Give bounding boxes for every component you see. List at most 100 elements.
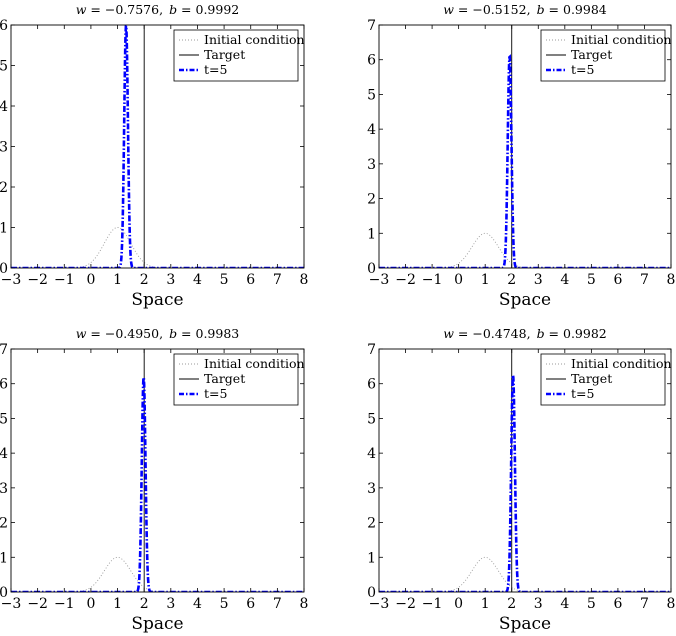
x-tick-label: −3 bbox=[369, 272, 390, 288]
x-axis-label: Space bbox=[131, 290, 183, 310]
legend-box bbox=[173, 353, 299, 406]
x-tick-label: 0 bbox=[86, 596, 95, 612]
y-tick-label: 5 bbox=[367, 87, 376, 103]
series-t5-line bbox=[379, 374, 671, 592]
title-b-value: 0.9982 bbox=[563, 326, 607, 341]
x-tick-label: 2 bbox=[140, 596, 149, 612]
title-w-symbol: w bbox=[76, 2, 87, 17]
x-tick-label: 4 bbox=[193, 596, 202, 612]
chart-panel-4: w = −0.4748, b = 0.9982 −3 −2 −1 0 1 2 3 4 5 6 7 8 0 1 2… bbox=[367, 326, 675, 634]
x-tick-label: 7 bbox=[640, 596, 649, 612]
legend-label: Initial condition bbox=[571, 32, 672, 47]
x-axis-label: Space bbox=[131, 614, 183, 634]
y-tick-label: 7 bbox=[0, 342, 8, 358]
y-tick-label: 6 bbox=[0, 18, 8, 34]
y-tick-label: 0 bbox=[0, 585, 8, 601]
x-tick-label: 1 bbox=[481, 596, 490, 612]
legend-label: Initial condition bbox=[204, 32, 305, 47]
title-eq-1: = bbox=[86, 326, 104, 341]
legend-label: Target bbox=[571, 371, 612, 386]
panel-title: w = −0.7576, b = 0.9992 bbox=[76, 2, 240, 17]
x-axis-label: Space bbox=[499, 614, 551, 634]
y-tick-label: 3 bbox=[0, 481, 8, 497]
series-initial-condition-line bbox=[379, 232, 671, 268]
title-w-symbol: w bbox=[76, 326, 87, 341]
title-w-symbol: w bbox=[443, 2, 454, 17]
panel-title: w = −0.4748, b = 0.9982 bbox=[443, 326, 607, 341]
x-tick-label: −2 bbox=[395, 596, 416, 612]
y-tick-label: 0 bbox=[367, 261, 376, 277]
x-tick-label: 6 bbox=[613, 596, 622, 612]
y-tick-label: 5 bbox=[367, 411, 376, 427]
series-initial-condition-line bbox=[379, 556, 671, 592]
x-tick-label: 3 bbox=[166, 272, 175, 288]
y-tick-label: 3 bbox=[367, 481, 376, 497]
series-initial-condition-line bbox=[11, 556, 304, 592]
y-tick-label: 6 bbox=[0, 377, 8, 393]
x-tick-label: 8 bbox=[667, 596, 676, 612]
x-tick-label: −3 bbox=[1, 272, 22, 288]
x-tick-label: −3 bbox=[1, 596, 22, 612]
title-eq-1: = bbox=[454, 326, 472, 341]
y-tick-label: 2 bbox=[0, 516, 8, 532]
title-eq-2: = bbox=[545, 2, 563, 17]
title-eq-1: = bbox=[454, 2, 472, 17]
x-tick-label: 5 bbox=[587, 596, 596, 612]
series-t5-line bbox=[379, 54, 671, 268]
title-eq-2: = bbox=[177, 326, 195, 341]
x-tick-label: 1 bbox=[481, 272, 490, 288]
x-tick-label: 2 bbox=[507, 272, 516, 288]
x-tick-label: 8 bbox=[300, 272, 309, 288]
title-w-value: −0.4950, bbox=[105, 326, 163, 341]
y-tick-label: 1 bbox=[0, 221, 8, 237]
series-t5-line bbox=[11, 374, 304, 592]
y-tick-label: 2 bbox=[367, 516, 376, 532]
y-tick-label: 0 bbox=[367, 585, 376, 601]
y-tick-label: 1 bbox=[367, 226, 376, 242]
x-tick-label: 8 bbox=[667, 272, 676, 288]
x-tick-label: 1 bbox=[113, 272, 122, 288]
title-w-value: −0.7576, bbox=[105, 2, 163, 17]
legend-box bbox=[540, 353, 666, 406]
y-tick-label: 4 bbox=[367, 122, 376, 138]
title-w-symbol: w bbox=[443, 326, 454, 341]
y-tick-label: 7 bbox=[367, 342, 376, 358]
x-tick-label: 4 bbox=[193, 272, 202, 288]
legend-box bbox=[540, 29, 666, 82]
legend-label: t=5 bbox=[204, 386, 227, 401]
title-b-symbol: b bbox=[537, 326, 545, 341]
legend-label: t=5 bbox=[571, 62, 594, 77]
y-tick-label: 1 bbox=[0, 550, 8, 566]
plot-frame bbox=[378, 24, 672, 269]
title-w-value: −0.5152, bbox=[472, 2, 530, 17]
legend-box bbox=[173, 29, 299, 82]
title-b-symbol: b bbox=[169, 326, 177, 341]
x-tick-label: 3 bbox=[166, 596, 175, 612]
x-tick-label: 2 bbox=[507, 596, 516, 612]
panel-title: w = −0.5152, b = 0.9984 bbox=[443, 2, 607, 17]
title-b-value: 0.9983 bbox=[196, 326, 240, 341]
x-tick-label: 0 bbox=[454, 596, 463, 612]
y-tick-label: 4 bbox=[367, 446, 376, 462]
chart-panel-1: w = −0.7576, b = 0.9992 −3 −2 −1 0 1 2 3 4 5 6 7 8 0 1 2… bbox=[0, 2, 308, 310]
x-tick-label: −2 bbox=[27, 596, 48, 612]
title-eq-1: = bbox=[86, 2, 104, 17]
x-tick-label: −3 bbox=[369, 596, 390, 612]
legend-label: Target bbox=[571, 47, 612, 62]
y-tick-label: 6 bbox=[367, 53, 376, 69]
plot-frame bbox=[10, 348, 305, 593]
y-tick-label: 1 bbox=[367, 550, 376, 566]
x-tick-label: 6 bbox=[613, 272, 622, 288]
x-tick-label: 0 bbox=[454, 272, 463, 288]
x-tick-label: 0 bbox=[86, 272, 95, 288]
x-tick-label: 5 bbox=[587, 272, 596, 288]
x-tick-label: −1 bbox=[54, 272, 75, 288]
x-tick-label: 6 bbox=[246, 272, 255, 288]
title-b-value: 0.9984 bbox=[563, 2, 607, 17]
series-initial-condition-line bbox=[11, 227, 304, 268]
x-tick-label: −2 bbox=[395, 272, 416, 288]
y-tick-label: 5 bbox=[0, 59, 8, 75]
x-tick-label: 4 bbox=[560, 272, 569, 288]
legend-label: Initial condition bbox=[571, 356, 672, 371]
